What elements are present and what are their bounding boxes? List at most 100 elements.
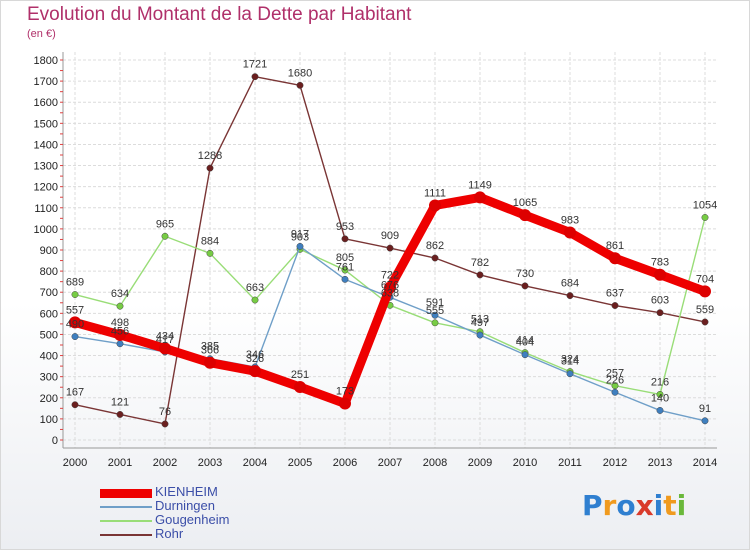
y-tick-label: 1500: [34, 118, 58, 130]
data-label: 903: [291, 231, 309, 243]
y-tick-label: 1400: [34, 139, 58, 151]
y-tick-label: 1600: [34, 97, 58, 109]
legend-swatch: [100, 534, 152, 536]
data-label: 173: [336, 385, 354, 397]
data-point: [159, 342, 171, 355]
data-point: [71, 291, 79, 298]
data-label: 226: [606, 374, 624, 386]
logo-letter: i: [653, 489, 664, 522]
x-tick-label: 2011: [558, 457, 582, 469]
data-point: [71, 401, 79, 409]
data-label: 805: [336, 252, 354, 264]
data-label: 637: [606, 288, 624, 300]
y-tick-label: 1800: [34, 55, 58, 67]
data-point: [114, 328, 126, 341]
data-point: [116, 411, 124, 418]
x-tick-label: 2003: [198, 457, 222, 469]
data-label: 1149: [468, 179, 492, 191]
y-tick-label: 400: [40, 351, 58, 363]
legend-item: Rohr: [100, 526, 340, 542]
data-point: [161, 420, 169, 428]
data-point: [341, 275, 349, 283]
data-label: 434: [156, 330, 174, 342]
data-point: [474, 191, 486, 204]
data-point: [566, 370, 574, 378]
data-point: [611, 302, 619, 309]
data-label: 1054: [693, 199, 717, 211]
data-point: [654, 268, 666, 281]
legend-label: Durningen: [155, 498, 215, 513]
data-point: [296, 81, 304, 89]
logo-letter: P: [582, 489, 603, 522]
data-point: [339, 397, 351, 410]
y-tick-label: 1700: [34, 76, 58, 88]
series: [69, 73, 711, 428]
data-label: 603: [651, 295, 669, 307]
data-label: 498: [111, 317, 129, 329]
chart-unit-label: (en €): [27, 28, 56, 40]
data-label: 783: [651, 257, 669, 269]
data-label: 591: [426, 297, 444, 309]
y-tick-label: 900: [40, 245, 58, 257]
data-label: 251: [291, 369, 309, 381]
data-label: 490: [66, 319, 84, 331]
legend-swatch: [100, 488, 152, 498]
data-label: 497: [471, 317, 489, 329]
data-label: 557: [66, 304, 84, 316]
data-point: [249, 365, 261, 378]
data-point: [609, 252, 621, 265]
data-label: 513: [471, 314, 489, 326]
data-label: 121: [111, 396, 129, 408]
data-point: [701, 318, 709, 326]
x-tick-label: 2009: [468, 457, 492, 469]
data-point: [429, 199, 441, 212]
legend-swatch: [100, 520, 152, 522]
data-point: [564, 226, 576, 239]
data-label: 366: [201, 345, 219, 357]
legend: KIENHEIM Durningen Gougenheim Rohr: [100, 485, 340, 542]
logo-letter: i: [676, 489, 687, 522]
data-point: [384, 281, 396, 294]
y-tick-label: 1300: [34, 161, 58, 173]
data-point: [431, 254, 439, 262]
y-tick-label: 0: [52, 435, 58, 447]
data-label: 326: [246, 353, 264, 365]
data-label: 965: [156, 218, 174, 230]
data-label: 689: [66, 277, 84, 289]
data-point: [161, 232, 169, 240]
data-point: [431, 311, 439, 319]
data-point: [341, 266, 349, 274]
data-label: 324: [561, 354, 579, 366]
data-point: [341, 235, 349, 243]
data-point: [386, 244, 394, 252]
data-label: 884: [201, 235, 219, 247]
data-point: [251, 296, 259, 304]
data-label: 257: [606, 368, 624, 380]
data-label: 1111: [424, 187, 446, 199]
x-tick-label: 2006: [333, 457, 357, 469]
legend-label: Rohr: [155, 526, 184, 541]
y-tick-label: 300: [40, 372, 58, 384]
x-tick-label: 2013: [648, 457, 672, 469]
data-label: 983: [561, 214, 579, 226]
data-point: [116, 340, 124, 348]
data-label: 414: [516, 335, 534, 347]
data-label: 216: [651, 376, 669, 388]
data-label: 704: [696, 273, 714, 285]
data-label: 1680: [288, 67, 312, 79]
data-point: [204, 356, 216, 369]
data-label: 1065: [513, 197, 537, 209]
data-label: 385: [201, 341, 219, 353]
data-label: 862: [426, 240, 444, 252]
data-label: 676: [381, 279, 399, 291]
data-point: [656, 406, 664, 414]
data-label: 456: [111, 326, 129, 338]
x-tick-label: 2004: [243, 457, 267, 469]
logo-letter: o: [616, 489, 636, 522]
data-label: 782: [471, 257, 489, 269]
data-point: [251, 73, 259, 81]
data-label: 917: [291, 228, 309, 240]
data-point: [206, 249, 214, 257]
y-tick-label: 200: [40, 393, 58, 405]
x-tick-label: 2002: [153, 457, 177, 469]
